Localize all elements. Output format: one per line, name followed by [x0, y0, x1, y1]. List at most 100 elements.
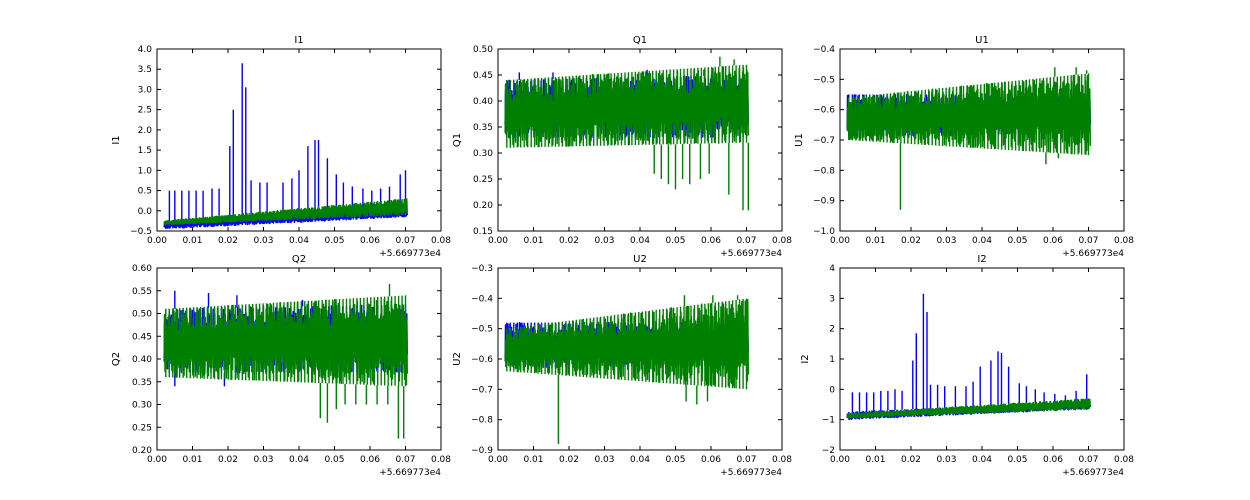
q2-ytick-label: 0.25 — [132, 423, 152, 433]
i1-xtick-label: 0.03 — [253, 236, 273, 246]
u2-ylabel: U2 — [452, 352, 463, 366]
i2-ytick-label: −1 — [822, 416, 835, 426]
u1-ytick-label: −0.7 — [813, 136, 835, 146]
q1-title: Q1 — [633, 35, 647, 46]
u1-xtick-label: 0.02 — [901, 236, 921, 246]
q1-ytick-label: 0.35 — [473, 123, 493, 133]
i1-ytick-label: 3.5 — [138, 65, 152, 75]
q1-series-green — [504, 56, 749, 211]
u2-title: U2 — [633, 254, 647, 265]
i2-xtick-label: 0.00 — [830, 455, 850, 465]
u1-xtick-label: 0.01 — [865, 236, 885, 246]
u1-xtick-label: 0.05 — [1007, 236, 1027, 246]
i1-xtick-label: 0.07 — [395, 236, 415, 246]
i1-ytick-label: 4.0 — [138, 45, 153, 55]
u2-xtick-label: 0.05 — [665, 455, 685, 465]
u2-xtick-label: 0.06 — [701, 455, 721, 465]
q1-x-offset-label: +5.669773e4 — [720, 249, 782, 259]
q2-x-offset-label: +5.669773e4 — [379, 468, 441, 478]
q2-xtick-label: 0.06 — [360, 455, 380, 465]
u1-ytick-label: −0.9 — [813, 197, 835, 207]
i1-ytick-label: 1.0 — [138, 166, 153, 176]
u1-ytick-label: −1.0 — [813, 227, 835, 237]
q1-ytick-label: 0.20 — [473, 201, 493, 211]
i2-xtick-label: 0.01 — [865, 455, 885, 465]
subplot-u1: 0.00 0.01 0.02 0.03 0.04 0.05 0.06 0.07 0.08 −1.0… — [794, 35, 1134, 259]
q2-xtick-label: 0.02 — [218, 455, 238, 465]
u1-x-offset-label: +5.669773e4 — [1062, 249, 1124, 259]
i1-xtick-label: 0.01 — [182, 236, 202, 246]
i2-ytick-label: 3 — [829, 294, 835, 304]
i2-ytick-label: 0 — [829, 385, 835, 395]
i2-ylabel: I2 — [800, 354, 811, 363]
q2-ytick-label: 0.60 — [132, 264, 152, 274]
u2-xtick-label: 0.02 — [559, 455, 579, 465]
i1-ytick-label: 3.0 — [138, 85, 153, 95]
i2-xtick-label: 0.04 — [972, 455, 992, 465]
u2-xtick-label: 0.07 — [736, 455, 756, 465]
u2-ytick-label: −0.9 — [471, 446, 493, 456]
u2-xtick-label: 0.08 — [772, 455, 792, 465]
u2-xtick-label: 0.03 — [594, 455, 614, 465]
u2-x-offset-label: +5.669773e4 — [720, 468, 782, 478]
i2-axes-frame — [839, 267, 1125, 451]
u1-ylabel: U1 — [794, 133, 805, 147]
q1-ytick-label: 0.15 — [473, 227, 493, 237]
i1-xtick-label: 0.05 — [324, 236, 344, 246]
u1-ytick-label: −0.8 — [813, 166, 835, 176]
i2-x-offset-label: +5.669773e4 — [1062, 468, 1124, 478]
i2-xtick-label: 0.08 — [1114, 455, 1134, 465]
i1-ytick-label: 2.0 — [138, 126, 153, 136]
u2-ytick-label: −0.7 — [471, 385, 493, 395]
subplot-i1: 0.00 0.01 0.02 0.03 0.04 0.05 0.06 0.07 0.08 −0.5… — [111, 35, 451, 259]
u1-ytick-label: −0.6 — [813, 106, 835, 116]
q1-plot-area — [504, 56, 749, 211]
i2-ytick-label: 2 — [829, 325, 835, 335]
q2-ytick-label: 0.40 — [132, 355, 152, 365]
u1-xtick-label: 0.07 — [1078, 236, 1098, 246]
q1-xtick-label: 0.00 — [488, 236, 508, 246]
u2-ytick-label: −0.6 — [471, 355, 493, 365]
u1-xtick-label: 0.08 — [1114, 236, 1134, 246]
i1-ytick-label: 0.5 — [138, 187, 152, 197]
q2-xtick-label: 0.05 — [324, 455, 344, 465]
i1-xtick-label: 0.00 — [147, 236, 167, 246]
i2-xtick-label: 0.03 — [936, 455, 956, 465]
i2-ytick-label: −2 — [822, 446, 835, 456]
i1-ytick-label: 2.5 — [138, 106, 152, 116]
u1-series-green — [846, 67, 1091, 210]
i1-title: I1 — [294, 35, 303, 46]
q1-xtick-label: 0.03 — [594, 236, 614, 246]
u1-ytick-label: −0.4 — [813, 45, 835, 55]
i2-xtick-label: 0.02 — [901, 455, 921, 465]
u2-xtick-label: 0.01 — [523, 455, 543, 465]
i2-title: I2 — [977, 254, 986, 265]
q2-ytick-label: 0.45 — [132, 332, 152, 342]
u2-xtick-label: 0.00 — [488, 455, 508, 465]
q2-plot-area — [163, 283, 408, 439]
q2-ylabel: Q2 — [111, 352, 122, 366]
q1-ytick-label: 0.25 — [473, 175, 493, 185]
u2-series-green — [504, 295, 749, 444]
subplot-u2: 0.00 0.01 0.02 0.03 0.04 0.05 0.06 0.07 0.08 −0.9… — [452, 254, 792, 478]
u1-xtick-label: 0.00 — [830, 236, 850, 246]
i2-ytick-label: 1 — [829, 355, 835, 365]
q1-xtick-label: 0.07 — [736, 236, 756, 246]
q2-ytick-label: 0.55 — [132, 287, 152, 297]
q1-xtick-label: 0.04 — [630, 236, 650, 246]
i2-xtick-label: 0.05 — [1007, 455, 1027, 465]
i1-xtick-label: 0.04 — [289, 236, 309, 246]
q2-ytick-label: 0.50 — [132, 310, 152, 320]
i1-plot-area — [163, 63, 408, 229]
q2-xtick-label: 0.03 — [253, 455, 273, 465]
q2-ytick-label: 0.20 — [132, 446, 152, 456]
u2-plot-area — [504, 295, 749, 444]
i2-plot-area — [846, 293, 1091, 421]
i2-ytick-label: 4 — [829, 264, 835, 274]
u1-title: U1 — [975, 35, 989, 46]
subplot-q1: 0.00 0.01 0.02 0.03 0.04 0.05 0.06 0.07 0.08 0.15… — [452, 35, 792, 259]
u2-ytick-label: −0.3 — [471, 264, 493, 274]
i2-series-green — [846, 398, 1091, 419]
i1-xtick-label: 0.06 — [360, 236, 380, 246]
